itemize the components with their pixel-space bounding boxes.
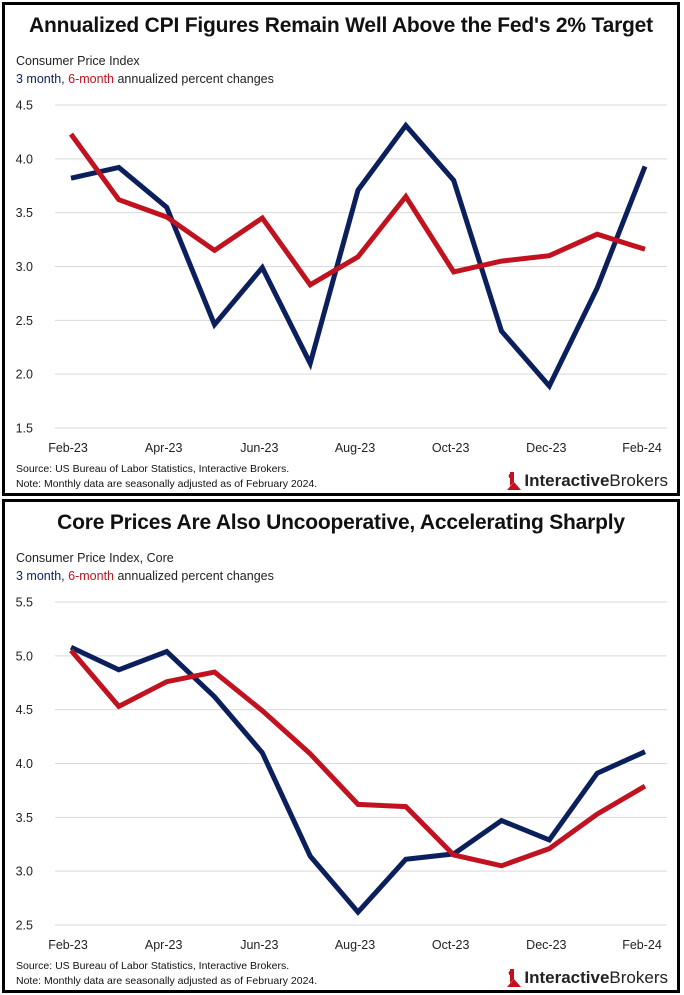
x-tick-label: Apr-23 <box>145 441 183 455</box>
source-note: Source: US Bureau of Labor Statistics, I… <box>16 960 290 972</box>
y-tick-label: 5.0 <box>16 649 33 663</box>
legend-three-month: 3 month <box>16 72 62 86</box>
logo-text-bold: Interactive <box>524 471 610 490</box>
x-tick-label: Dec-23 <box>526 938 566 952</box>
x-tick-label: Aug-23 <box>335 441 375 455</box>
y-tick-label: 4.5 <box>16 99 33 113</box>
x-tick-label: Aug-23 <box>335 938 375 952</box>
y-tick-label: 3.5 <box>16 206 33 220</box>
ib-logo-icon <box>507 969 522 987</box>
y-tick-label: 4.0 <box>16 757 33 771</box>
y-tick-label: 3.5 <box>16 811 33 825</box>
legend-separator: , <box>61 569 65 583</box>
chart-title: Annualized CPI Figures Remain Well Above… <box>29 14 653 37</box>
x-tick-label: Feb-24 <box>622 938 662 952</box>
series-line-3-month <box>70 121 648 391</box>
logo-text-bold: Interactive <box>524 968 610 987</box>
y-tick-label: 2.0 <box>16 368 33 382</box>
legend-text: 3 month, 6-month annualized percent chan… <box>16 569 274 583</box>
y-tick-label: 2.5 <box>16 314 33 328</box>
legend-six-month: 6-month <box>68 569 114 583</box>
x-tick-label: Jun-23 <box>240 938 278 952</box>
source-note: Source: US Bureau of Labor Statistics, I… <box>16 463 290 475</box>
y-tick-label: 3.0 <box>16 865 33 879</box>
y-tick-label: 4.0 <box>16 152 33 166</box>
chart-subtitle: Consumer Price Index, Core <box>16 551 174 565</box>
y-tick-label: 2.5 <box>16 919 33 933</box>
y-tick-label: 3.0 <box>16 260 33 274</box>
seasonal-note: Note: Monthly data are seasonally adjust… <box>16 975 318 987</box>
legend-six-month: 6-month <box>68 72 114 86</box>
chart-panel-core-cpi: 2.5 3.0 3.5 4.0 4.5 5.0 5.5 Feb-23 Apr-23 Jun-23 A… <box>2 499 680 993</box>
series-line-3-month <box>69 644 647 916</box>
series-line-6-month <box>69 648 647 869</box>
logo-text-light: Brokers <box>609 968 668 987</box>
chart-title: Core Prices Are Also Uncooperative, Acce… <box>57 511 625 534</box>
x-tick-label: Feb-23 <box>48 938 88 952</box>
core-cpi-chart-svg: 2.5 3.0 3.5 4.0 4.5 5.0 5.5 Feb-23 Apr-23 Jun-23 A… <box>16 596 667 952</box>
cpi-chart-svg: 1.5 2.0 2.5 3.0 3.5 4.0 4.5 Feb-23 Apr-23 Jun-23 A… <box>16 99 667 455</box>
x-tick-label: Apr-23 <box>145 938 183 952</box>
legend-text: 3 month, 6-month annualized percent chan… <box>16 72 274 86</box>
series-line-6-month <box>68 132 646 289</box>
y-tick-label: 5.5 <box>16 596 33 610</box>
interactive-brokers-logo: Interactive Brokers <box>507 471 668 491</box>
x-tick-label: Oct-23 <box>432 938 470 952</box>
x-tick-label: Dec-23 <box>526 441 566 455</box>
seasonal-note: Note: Monthly data are seasonally adjust… <box>16 478 318 490</box>
interactive-brokers-logo: Interactive Brokers <box>507 968 668 988</box>
legend-separator: , <box>61 72 65 86</box>
x-tick-label: Jun-23 <box>240 441 278 455</box>
x-tick-label: Feb-23 <box>48 441 88 455</box>
legend-three-month: 3 month <box>16 569 62 583</box>
y-tick-label: 4.5 <box>16 703 33 717</box>
x-tick-label: Oct-23 <box>432 441 470 455</box>
legend-description: annualized percent changes <box>117 569 274 583</box>
chart-subtitle: Consumer Price Index <box>16 54 140 68</box>
x-tick-label: Feb-24 <box>622 441 662 455</box>
y-tick-label: 1.5 <box>16 422 33 436</box>
ib-logo-icon <box>507 472 522 490</box>
chart-panel-cpi: 1.5 2.0 2.5 3.0 3.5 4.0 4.5 Feb-23 Apr-23 Jun-23 A… <box>2 2 680 496</box>
logo-text-light: Brokers <box>609 471 668 490</box>
legend-description: annualized percent changes <box>117 72 274 86</box>
